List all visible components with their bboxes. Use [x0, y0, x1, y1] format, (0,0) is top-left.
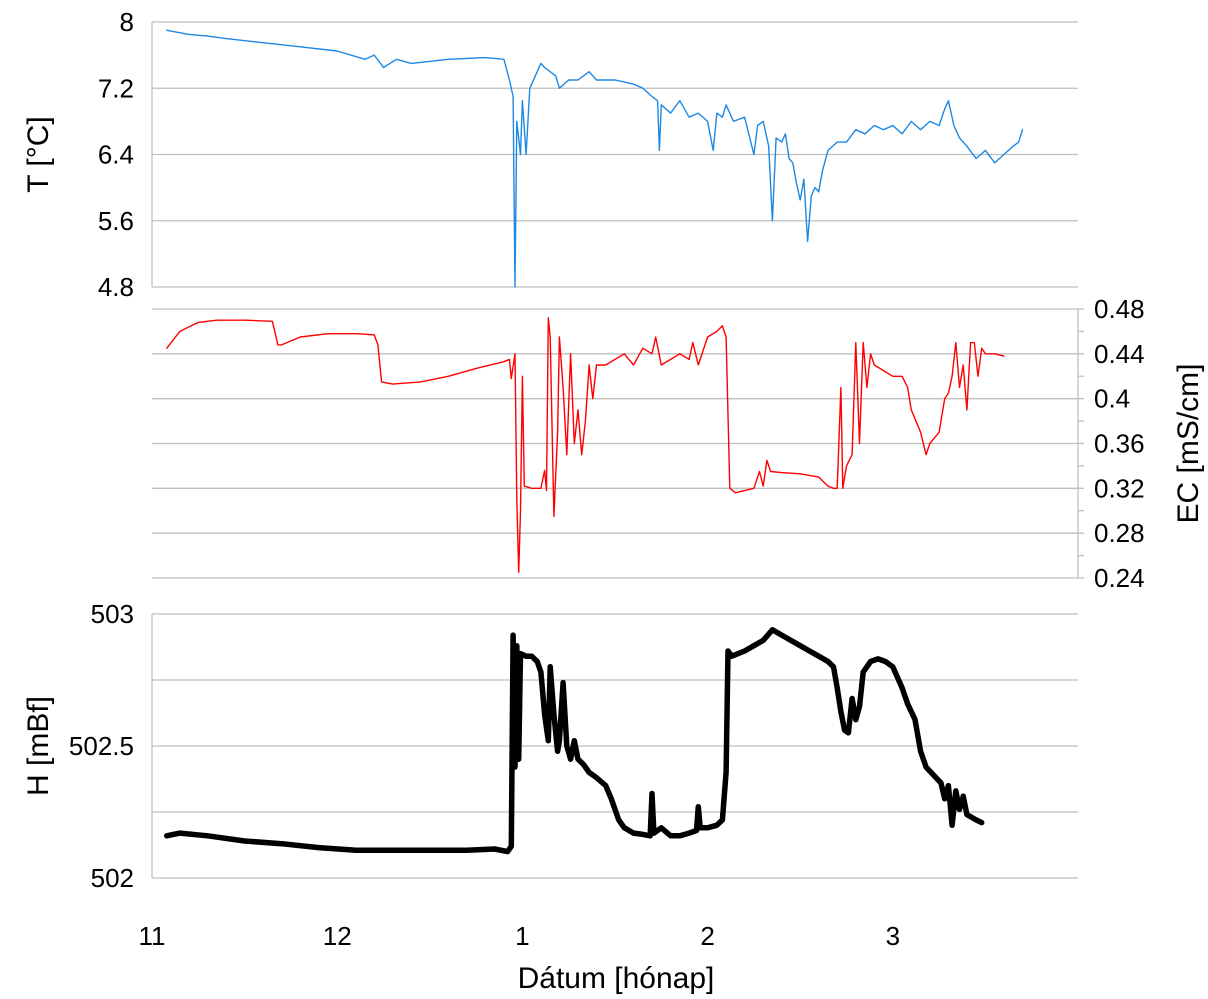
- x-tick-label: 11: [139, 921, 166, 951]
- series-line: [164, 627, 985, 855]
- y-tick-label: 0.32: [1094, 473, 1145, 503]
- y-tick-label: 0.24: [1094, 563, 1145, 593]
- y-tick-label: 7.2: [98, 73, 134, 103]
- y-tick-label: 0.4: [1094, 384, 1130, 414]
- y-tick-label: 0.48: [1094, 294, 1145, 324]
- y-tick-label: 502.5: [69, 731, 134, 761]
- y-tick-label: 503: [91, 599, 134, 629]
- y-tick-label: 8: [120, 7, 134, 37]
- x-tick-label: 2: [700, 921, 714, 951]
- y-tick-label: 0.36: [1094, 429, 1145, 459]
- series-line: [166, 317, 1005, 574]
- y-axis-title: H [mBf]: [22, 696, 55, 796]
- y-tick-label: 5.6: [98, 206, 134, 236]
- y-tick-label: 4.8: [98, 272, 134, 302]
- x-tick-label: 12: [323, 921, 352, 951]
- conductivity-panel: 0.48 0.44 0.4 0.36 0.32 0.28 0.24 EC [mS/cm]: [152, 294, 1205, 593]
- x-tick-label: 1: [515, 921, 529, 951]
- y-axis-title: EC [mS/cm]: [1172, 363, 1205, 523]
- y-tick-label: 0.44: [1094, 339, 1145, 369]
- series-line: [166, 29, 1024, 288]
- water-level-panel: 503 502.5 502 H [mBf]: [22, 599, 1078, 893]
- x-tick-label: 3: [886, 921, 900, 951]
- x-axis-title: Dátum [hónap]: [518, 962, 715, 995]
- y-tick-label: 0.28: [1094, 518, 1145, 548]
- temperature-panel: 8 7.2 6.4 5.6 4.8 T [°C]: [22, 7, 1078, 302]
- y-tick-label: 6.4: [98, 140, 134, 170]
- y-tick-label: 502: [91, 863, 134, 893]
- y-axis-title: T [°C]: [22, 116, 55, 192]
